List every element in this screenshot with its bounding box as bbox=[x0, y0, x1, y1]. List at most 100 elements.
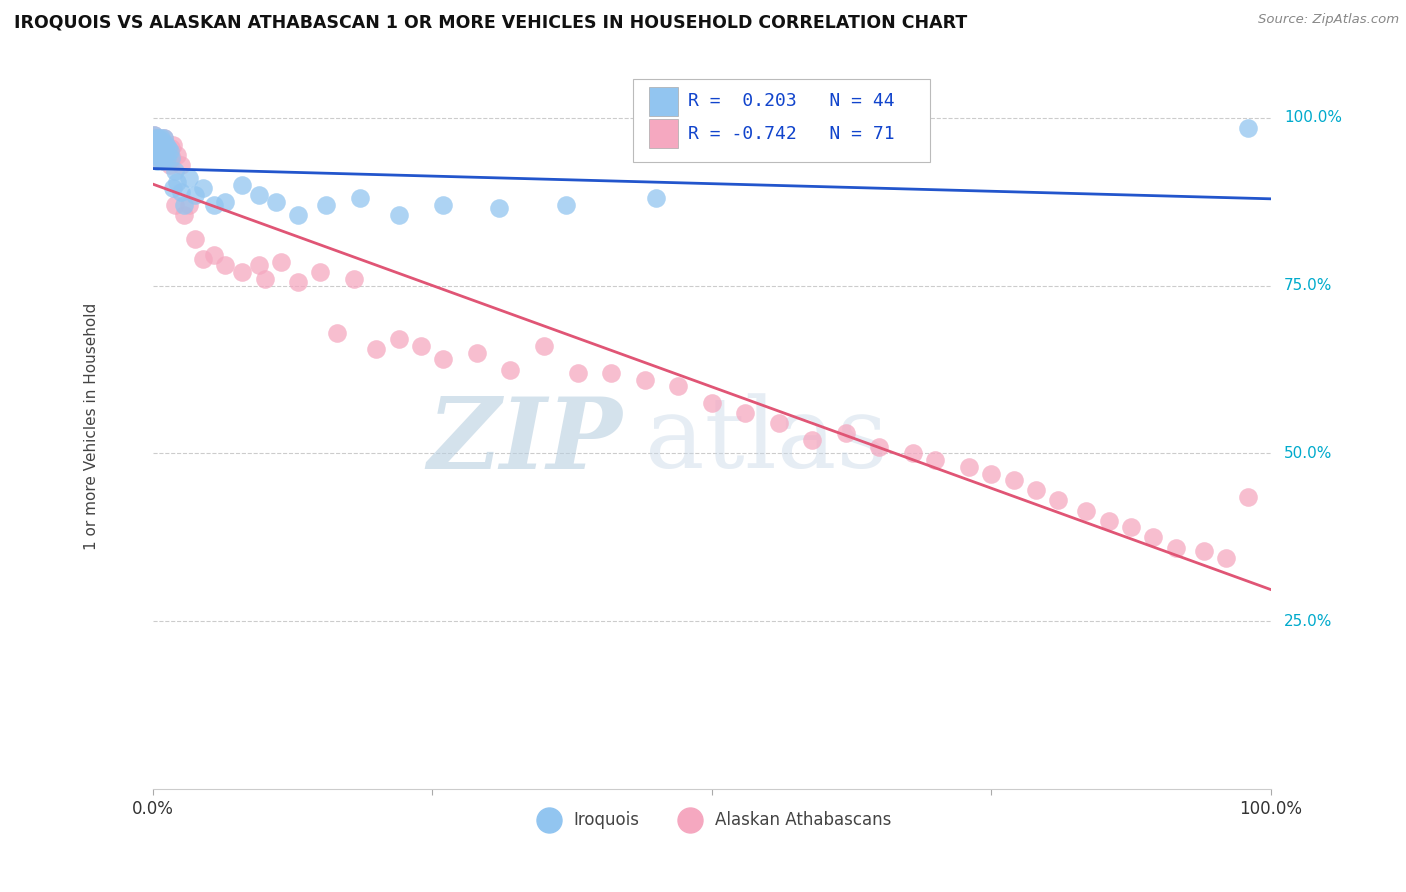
Point bbox=[155, 137, 177, 152]
Point bbox=[432, 352, 454, 367]
Point bbox=[143, 137, 166, 152]
Point bbox=[1076, 503, 1098, 517]
Point bbox=[150, 137, 173, 152]
Point bbox=[145, 147, 167, 161]
Point bbox=[253, 272, 276, 286]
Point bbox=[155, 137, 177, 152]
Point bbox=[555, 198, 578, 212]
Point bbox=[146, 147, 169, 161]
Point bbox=[287, 275, 309, 289]
Point bbox=[153, 141, 176, 155]
Point bbox=[184, 188, 207, 202]
Point bbox=[150, 134, 173, 148]
Point bbox=[980, 467, 1002, 481]
Point bbox=[156, 147, 179, 161]
Point bbox=[264, 194, 287, 209]
Point bbox=[1097, 514, 1119, 528]
Point bbox=[1025, 483, 1047, 498]
Point bbox=[247, 188, 270, 202]
Text: 25.0%: 25.0% bbox=[1284, 614, 1333, 629]
Point bbox=[1047, 493, 1070, 508]
Point bbox=[143, 137, 166, 152]
Point bbox=[148, 131, 170, 145]
Text: 50.0%: 50.0% bbox=[1284, 446, 1333, 461]
FancyBboxPatch shape bbox=[634, 78, 929, 162]
Text: R =  0.203   N = 44: R = 0.203 N = 44 bbox=[689, 92, 894, 110]
Point bbox=[835, 426, 858, 441]
Point bbox=[343, 272, 366, 286]
Point bbox=[1237, 120, 1260, 135]
Point bbox=[142, 128, 165, 142]
Text: ZIP: ZIP bbox=[427, 392, 623, 490]
Point bbox=[644, 191, 666, 205]
Point bbox=[177, 198, 200, 212]
Point bbox=[191, 252, 214, 266]
Point bbox=[162, 181, 184, 195]
Point bbox=[149, 151, 172, 165]
Point bbox=[309, 265, 332, 279]
Point bbox=[143, 151, 166, 165]
Point bbox=[184, 232, 207, 246]
Point bbox=[152, 154, 174, 169]
Point bbox=[1192, 544, 1215, 558]
Point bbox=[165, 198, 187, 212]
Text: 1 or more Vehicles in Household: 1 or more Vehicles in Household bbox=[84, 303, 98, 550]
Point bbox=[177, 171, 200, 186]
Point bbox=[214, 194, 236, 209]
Point bbox=[166, 147, 188, 161]
Point bbox=[148, 134, 170, 148]
Text: Source: ZipAtlas.com: Source: ZipAtlas.com bbox=[1258, 13, 1399, 27]
Point bbox=[153, 131, 176, 145]
Point bbox=[315, 198, 337, 212]
Point bbox=[734, 406, 756, 420]
Point bbox=[153, 151, 176, 165]
Point bbox=[202, 198, 225, 212]
Point bbox=[159, 141, 181, 155]
Point bbox=[231, 265, 253, 279]
Point bbox=[388, 208, 411, 222]
Point bbox=[1002, 474, 1025, 488]
Point bbox=[768, 417, 790, 431]
Point bbox=[148, 131, 170, 145]
Point bbox=[214, 259, 236, 273]
Point bbox=[1119, 520, 1142, 534]
Point bbox=[148, 151, 170, 165]
Point bbox=[1215, 550, 1237, 565]
Point bbox=[488, 202, 510, 216]
Point bbox=[157, 141, 180, 155]
Point bbox=[801, 433, 824, 447]
Point bbox=[146, 141, 169, 155]
Point bbox=[924, 453, 946, 467]
Point bbox=[148, 145, 170, 159]
Point bbox=[388, 332, 411, 346]
Point bbox=[1237, 490, 1260, 504]
Point bbox=[901, 446, 924, 460]
Point bbox=[633, 373, 655, 387]
Text: IROQUOIS VS ALASKAN ATHABASCAN 1 OR MORE VEHICLES IN HOUSEHOLD CORRELATION CHART: IROQUOIS VS ALASKAN ATHABASCAN 1 OR MORE… bbox=[14, 13, 967, 31]
Point bbox=[159, 145, 181, 159]
Text: 100.0%: 100.0% bbox=[1284, 111, 1343, 125]
Point bbox=[173, 198, 195, 212]
Point bbox=[600, 366, 623, 380]
Point bbox=[162, 137, 184, 152]
Point bbox=[1164, 541, 1187, 555]
Point bbox=[165, 164, 187, 178]
Point bbox=[1142, 530, 1164, 544]
Point bbox=[499, 362, 522, 376]
Point bbox=[231, 178, 253, 192]
Point bbox=[150, 147, 173, 161]
Legend: Iroquois, Alaskan Athabascans: Iroquois, Alaskan Athabascans bbox=[526, 804, 898, 835]
Point bbox=[287, 208, 309, 222]
Point bbox=[160, 151, 183, 165]
FancyBboxPatch shape bbox=[650, 87, 678, 116]
Point bbox=[153, 131, 176, 145]
Point bbox=[409, 339, 432, 353]
Point bbox=[149, 131, 172, 145]
Point bbox=[145, 131, 167, 145]
Point bbox=[146, 154, 169, 169]
Point bbox=[202, 248, 225, 262]
Point bbox=[153, 147, 176, 161]
Point bbox=[247, 259, 270, 273]
Point bbox=[170, 185, 193, 199]
Point bbox=[148, 137, 170, 152]
